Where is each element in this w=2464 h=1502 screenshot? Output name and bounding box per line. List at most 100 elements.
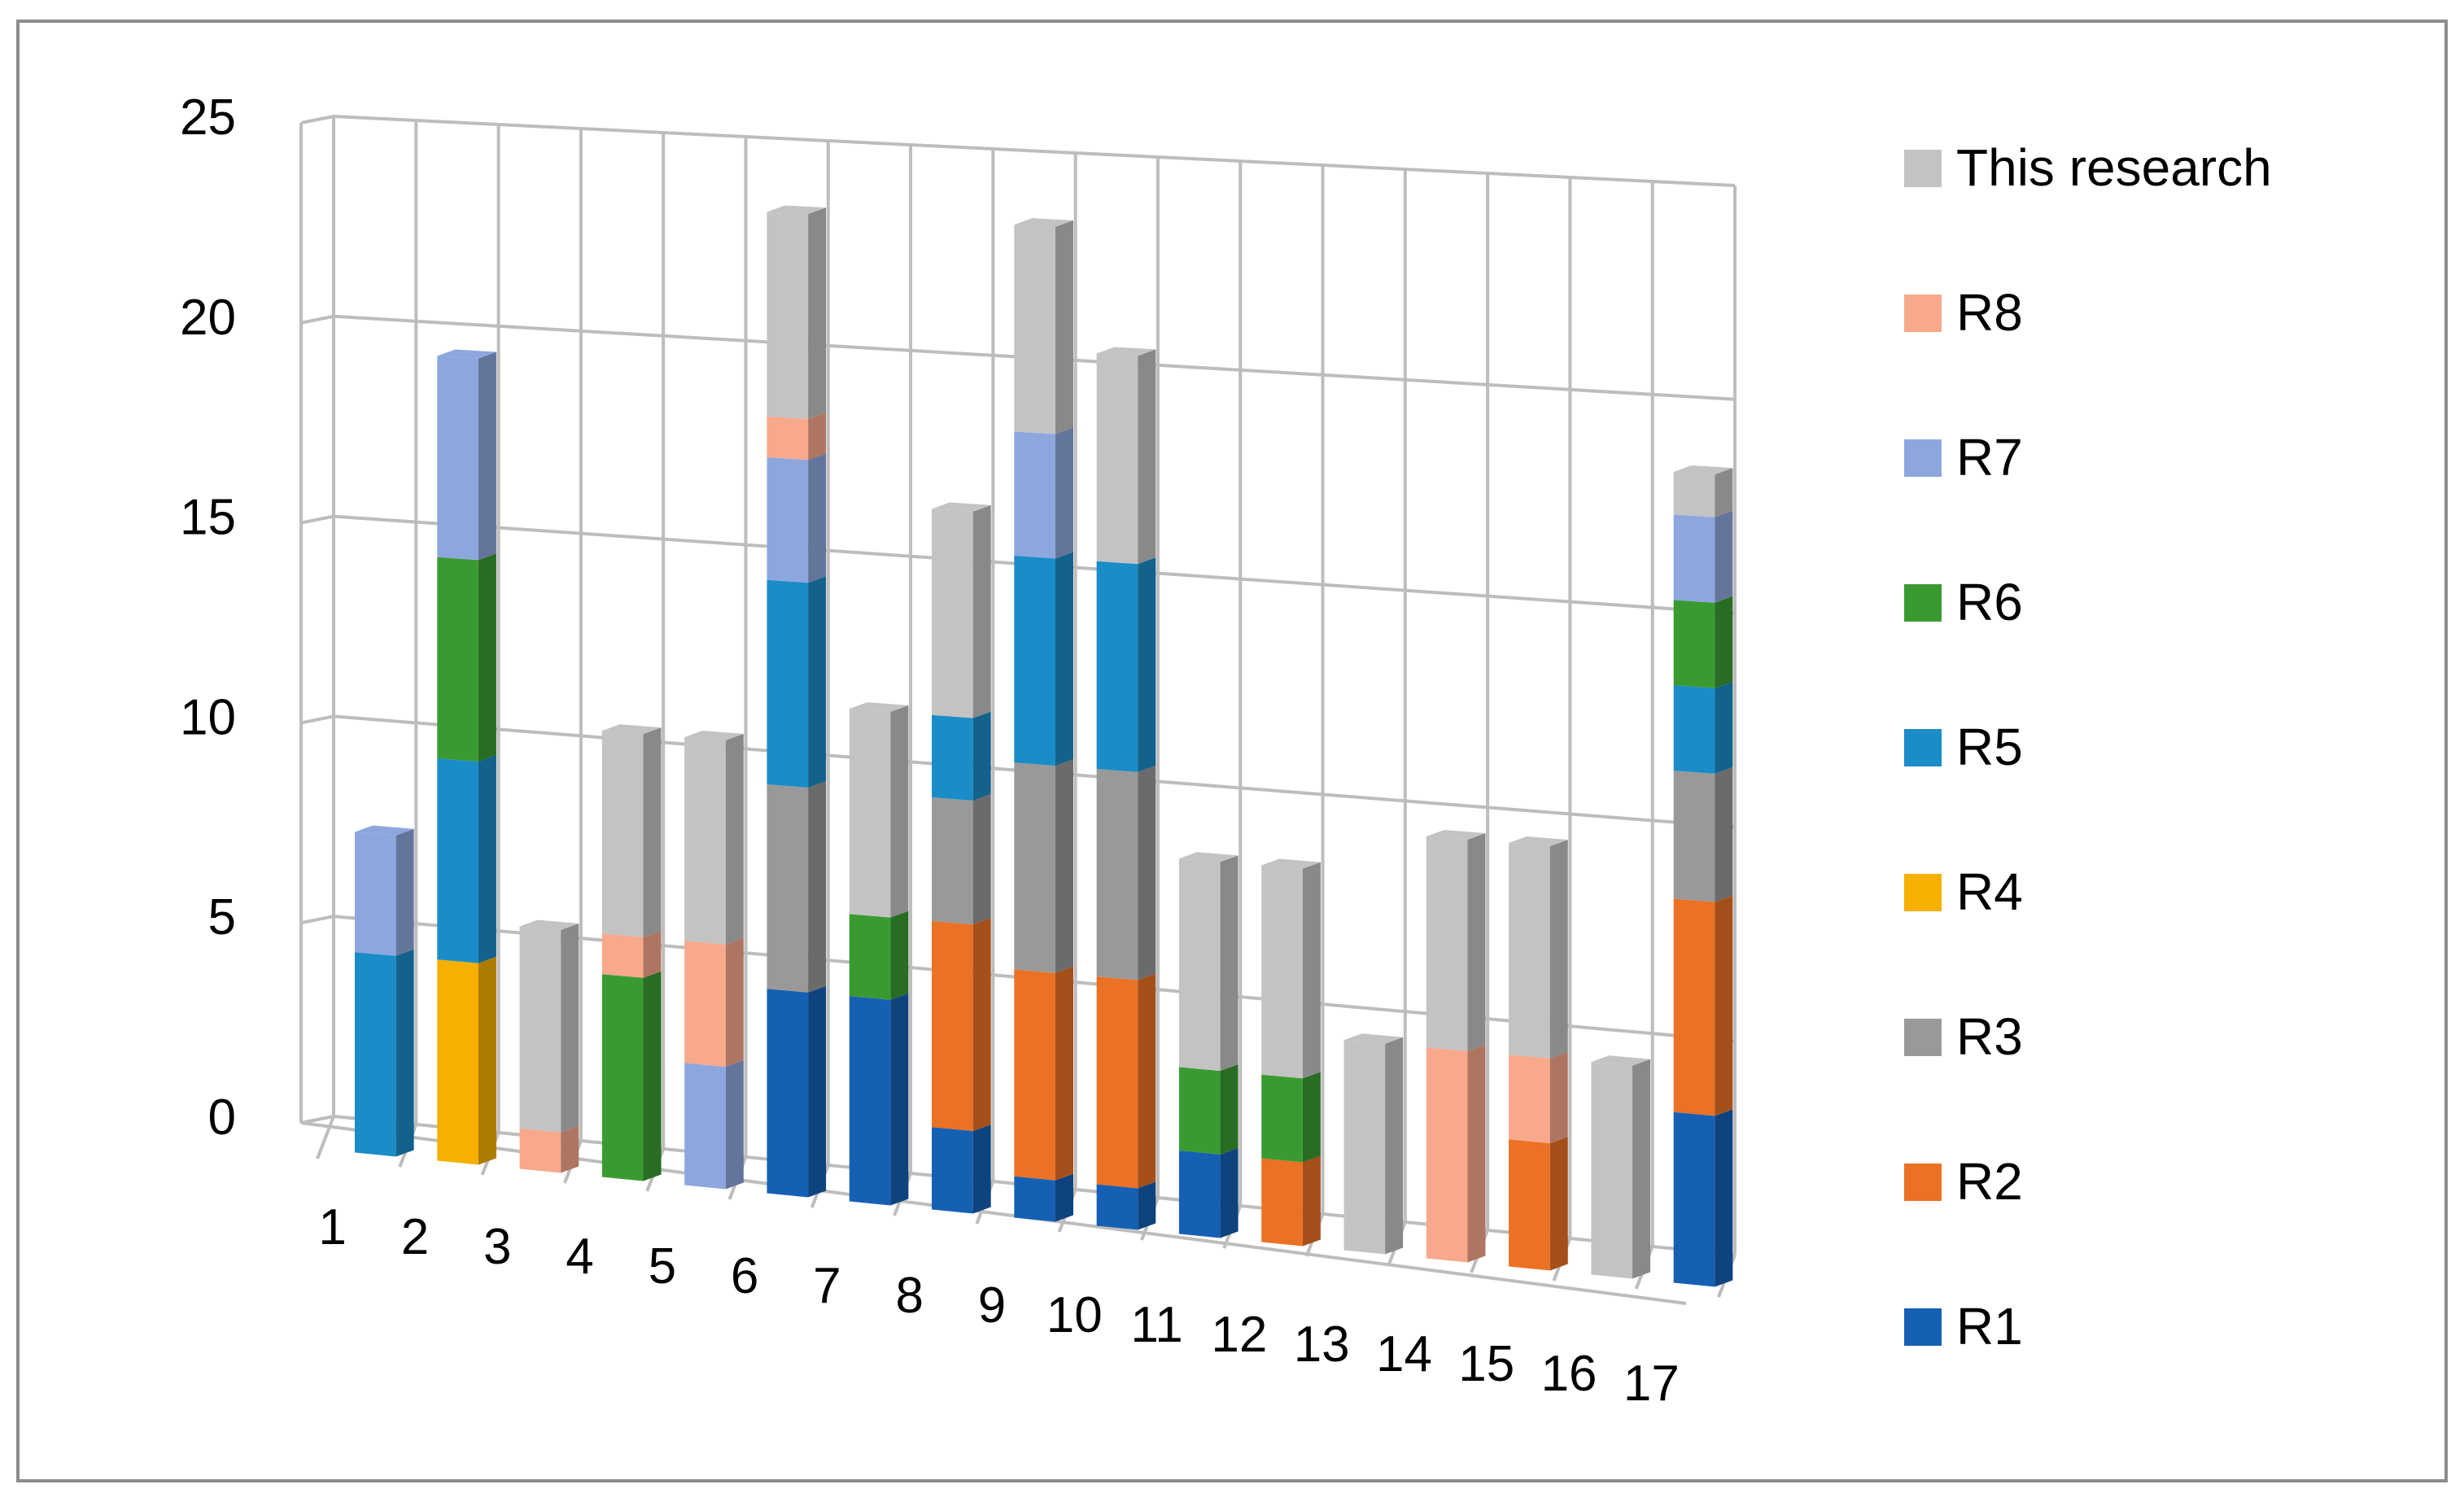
bar-segment-side bbox=[808, 781, 827, 993]
bar-segment bbox=[1673, 898, 1715, 1116]
bar-segment bbox=[519, 1128, 561, 1173]
gridline-side bbox=[300, 915, 334, 925]
bar-segment-side bbox=[1138, 973, 1156, 1189]
legend-label: R6 bbox=[1956, 573, 2023, 631]
bar-segment-side bbox=[1302, 1072, 1321, 1163]
bar-segment bbox=[767, 212, 809, 419]
bar-segment-side bbox=[1138, 765, 1156, 980]
x-tick-label: 6 bbox=[731, 1248, 758, 1304]
bar-top-cap bbox=[1509, 836, 1568, 847]
legend-label: This research bbox=[1956, 138, 2272, 197]
bar-segment bbox=[1178, 1067, 1221, 1155]
bar-segment-side bbox=[478, 553, 496, 762]
x-tick-label: 1 bbox=[318, 1199, 346, 1255]
bar-segment bbox=[1261, 1074, 1303, 1163]
bar-segment bbox=[1673, 600, 1715, 688]
bar-segment-side bbox=[725, 1060, 744, 1190]
bar-segment-side bbox=[643, 727, 662, 937]
gridline-side bbox=[300, 714, 334, 725]
x-tick-label: 15 bbox=[1458, 1336, 1514, 1392]
legend-label: R1 bbox=[1956, 1297, 2023, 1356]
bar-segment-side bbox=[890, 705, 909, 918]
bar-segment bbox=[1096, 976, 1138, 1189]
bar-segment bbox=[684, 1063, 726, 1190]
legend-swatch bbox=[1904, 439, 1942, 477]
x-tick-label: 2 bbox=[401, 1209, 429, 1265]
bar-segment bbox=[1096, 561, 1138, 772]
bar-top-cap bbox=[1014, 218, 1073, 227]
bar-segment bbox=[1178, 1151, 1221, 1238]
bar-segment bbox=[1673, 514, 1715, 603]
x-tick-label: 7 bbox=[813, 1258, 841, 1314]
bar-segment-side bbox=[478, 755, 496, 963]
legend-swatch bbox=[1904, 1019, 1942, 1056]
bar-top-cap bbox=[519, 919, 579, 931]
y-tick-label: 5 bbox=[208, 889, 236, 945]
bar-segment-side bbox=[808, 207, 827, 419]
y-tick-label: 25 bbox=[180, 90, 236, 146]
bar-segment-side bbox=[1715, 468, 1733, 517]
bar-segment bbox=[519, 926, 561, 1133]
x-tick-label: 10 bbox=[1046, 1287, 1103, 1343]
bar-top-cap bbox=[1673, 465, 1733, 475]
bar-segment-side bbox=[1715, 596, 1733, 688]
x-tick-label: 11 bbox=[1130, 1297, 1182, 1353]
bar-top-cap bbox=[932, 502, 991, 512]
bar-segment bbox=[1096, 1184, 1138, 1230]
bar-segment bbox=[1014, 555, 1055, 766]
bar-segment-side bbox=[1715, 1109, 1733, 1287]
bar-segment-side bbox=[1715, 510, 1733, 603]
bar-segment bbox=[601, 974, 644, 1181]
bar-segment bbox=[601, 933, 644, 978]
bar-top-cap bbox=[1096, 347, 1156, 356]
y-tick-label: 15 bbox=[180, 490, 236, 546]
bar-segment bbox=[1014, 431, 1055, 559]
bar-segment bbox=[437, 557, 478, 762]
legend-label: R5 bbox=[1956, 718, 2023, 776]
floor-gridline bbox=[316, 1116, 335, 1159]
bar-segment-side bbox=[1549, 840, 1568, 1059]
bar-segment bbox=[1509, 843, 1550, 1059]
y-tick-label: 20 bbox=[180, 290, 236, 346]
bar-segment-side bbox=[725, 937, 744, 1068]
bar-segment bbox=[1673, 771, 1715, 902]
bar-top-cap bbox=[354, 825, 414, 836]
bar-segment bbox=[1014, 969, 1055, 1181]
bar-segment-side bbox=[1715, 895, 1733, 1116]
bar-segment-side bbox=[1220, 1064, 1239, 1155]
bar-segment bbox=[1426, 836, 1468, 1051]
gridline-side bbox=[300, 514, 334, 525]
legend-swatch bbox=[1904, 1164, 1942, 1201]
bar-segment bbox=[932, 714, 973, 801]
bar-segment-side bbox=[1715, 766, 1733, 902]
bar-segment-side bbox=[808, 985, 827, 1198]
bar-top-cap bbox=[767, 205, 827, 215]
x-tick-label: 16 bbox=[1541, 1346, 1597, 1402]
bar-segment-side bbox=[725, 733, 744, 945]
bar-segment-side bbox=[1220, 855, 1239, 1072]
bar-segment-side bbox=[1055, 1173, 1073, 1222]
bar-top-cap bbox=[849, 702, 909, 712]
bar-segment bbox=[1343, 1040, 1386, 1255]
bar-segment bbox=[767, 457, 809, 583]
bar-segment bbox=[1673, 685, 1715, 774]
bar-segment bbox=[767, 416, 809, 461]
bar-segment bbox=[1509, 1054, 1550, 1144]
bar-segment-side bbox=[395, 828, 414, 956]
legend-swatch bbox=[1904, 729, 1942, 766]
bar-segment-side bbox=[1549, 1051, 1568, 1144]
legend-swatch bbox=[1904, 150, 1942, 187]
bar-segment-side bbox=[1220, 1147, 1239, 1238]
bar-top-cap bbox=[1343, 1033, 1404, 1044]
bar-segment-side bbox=[478, 956, 496, 1165]
bar-segment bbox=[849, 709, 891, 918]
bar-segment-side bbox=[1715, 681, 1733, 774]
bar-segment-side bbox=[1302, 1155, 1321, 1247]
bar-segment-side bbox=[1138, 349, 1156, 565]
bar-segment-side bbox=[808, 412, 827, 461]
bar-segment bbox=[849, 914, 891, 1000]
bar-segment bbox=[1014, 225, 1055, 434]
bar-segment bbox=[932, 797, 973, 925]
bar-segment bbox=[1673, 471, 1715, 517]
